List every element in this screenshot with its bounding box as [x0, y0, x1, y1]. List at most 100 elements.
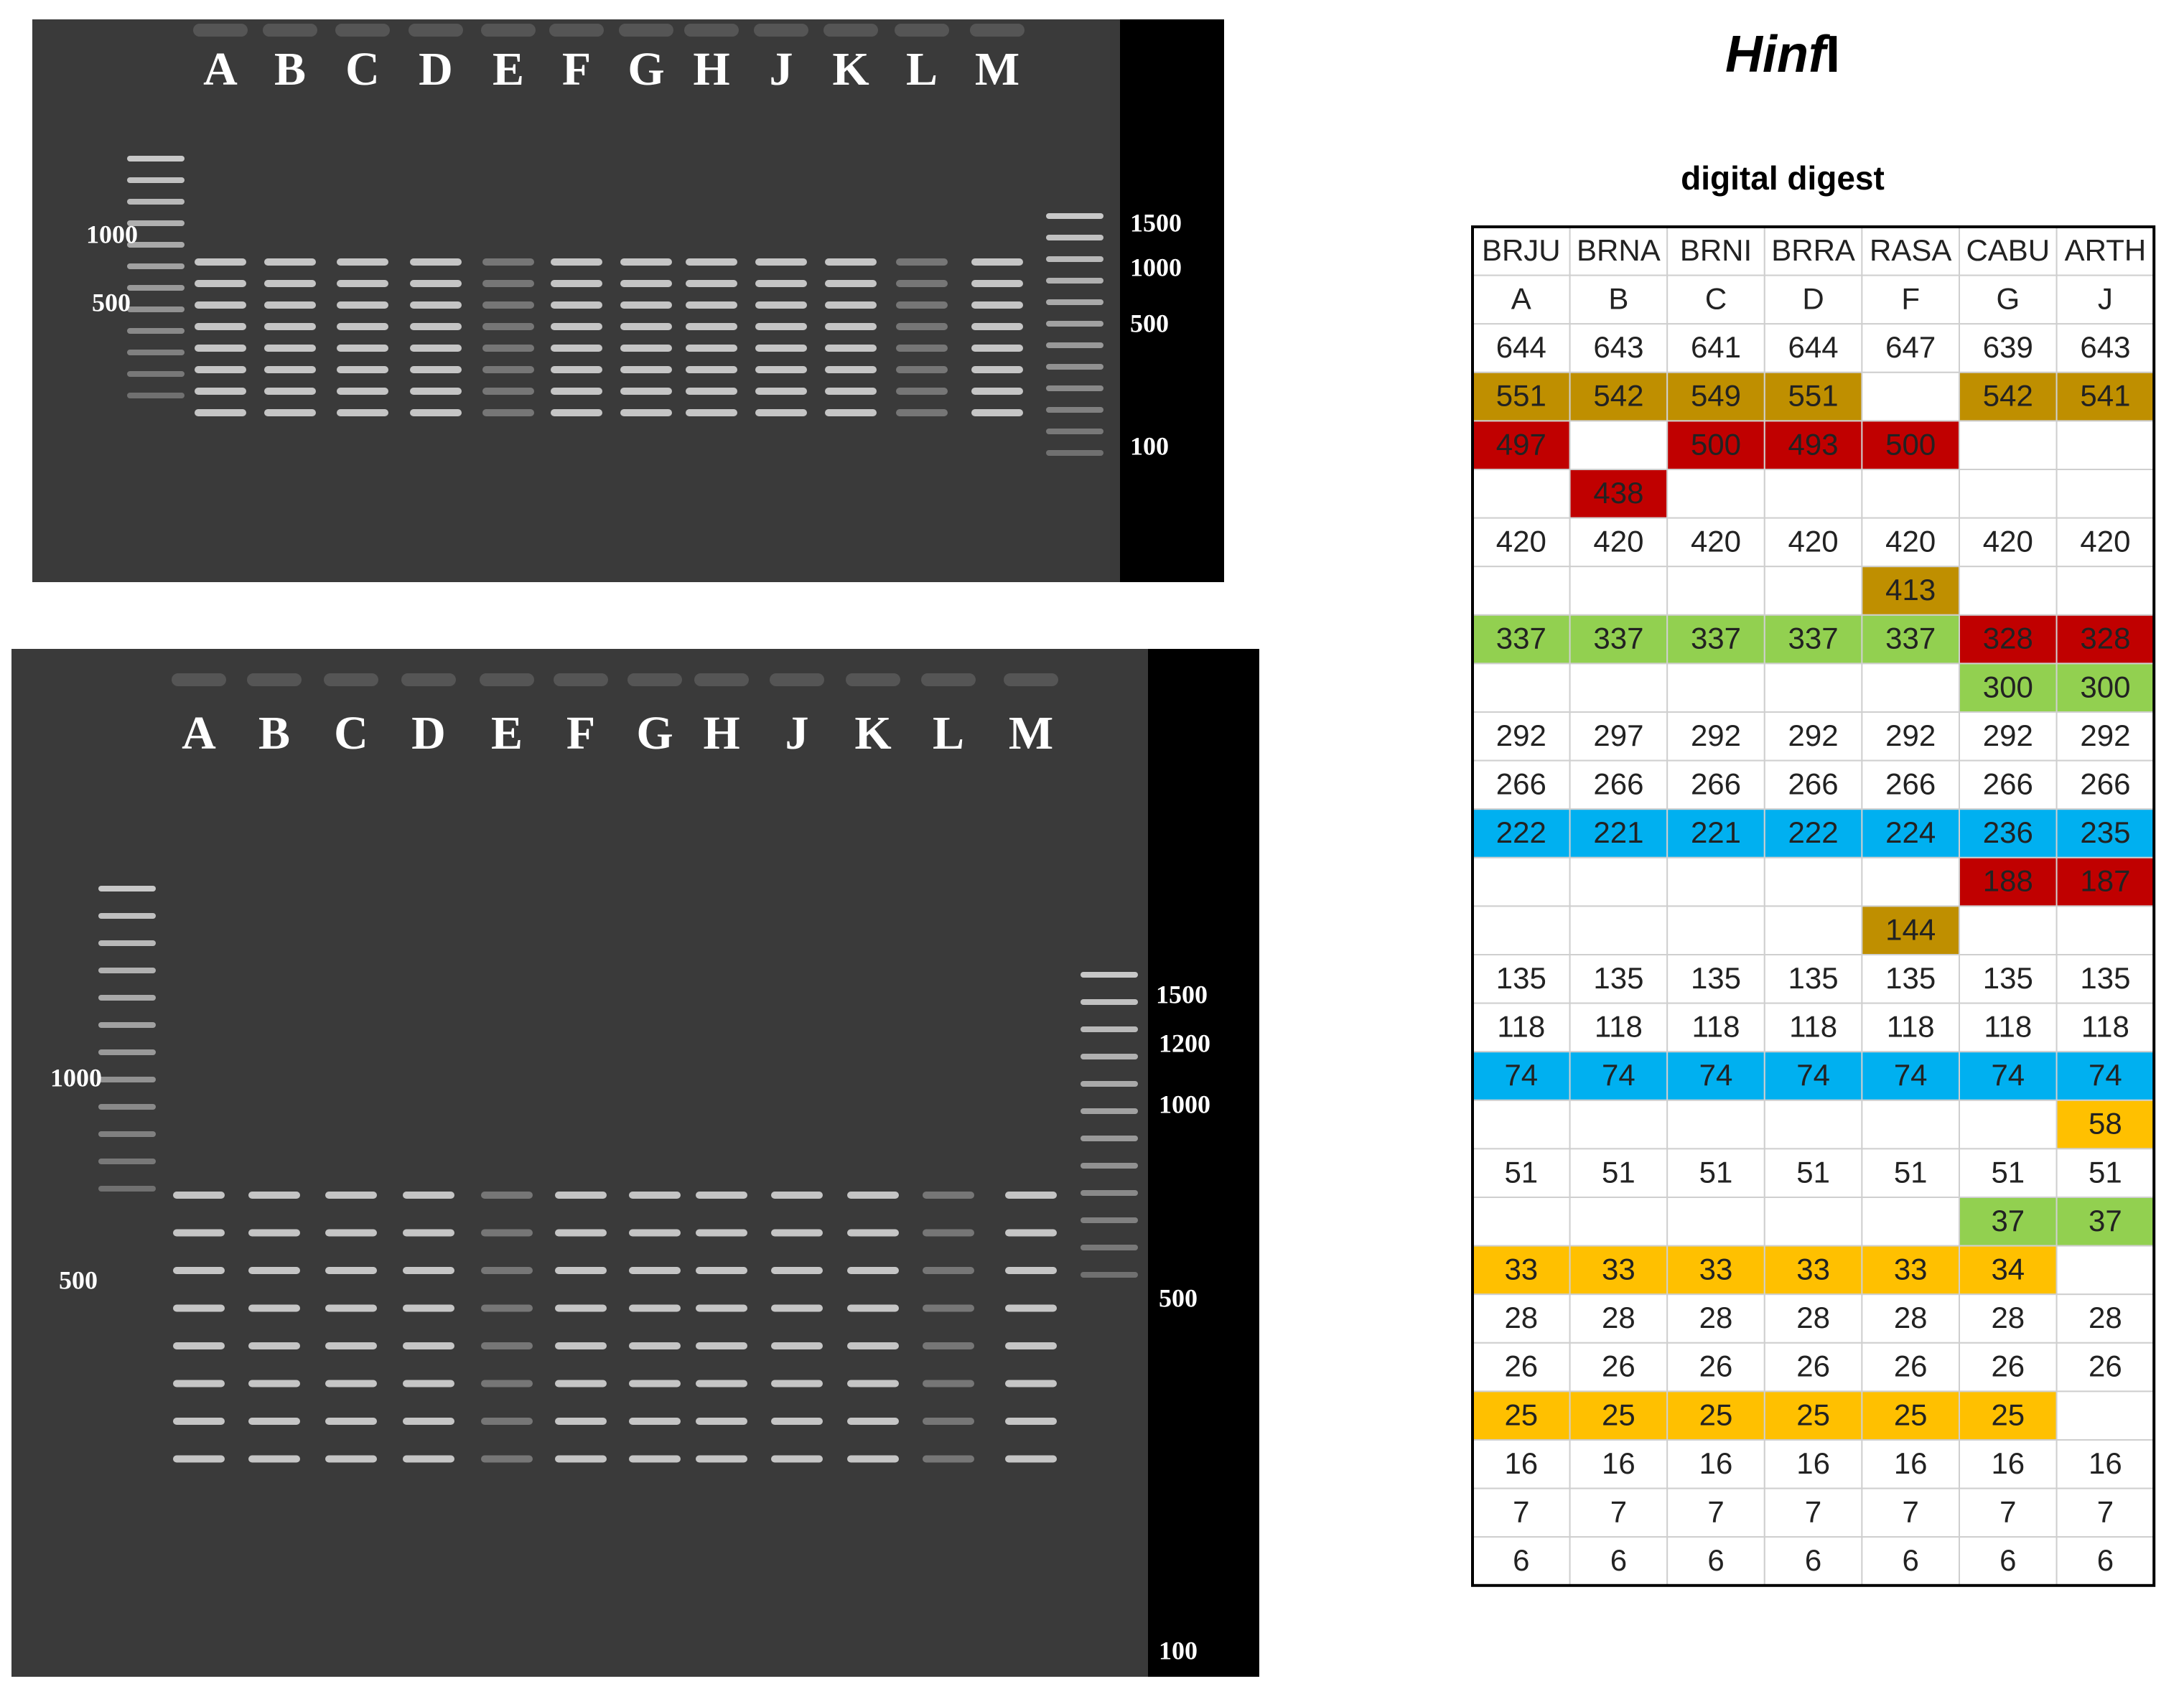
table-cell	[1569, 1099, 1669, 1150]
gel-well	[172, 673, 226, 686]
sample-band	[551, 301, 602, 309]
cell-text: 28	[1504, 1301, 1538, 1334]
sample-band	[755, 258, 807, 266]
sample-band	[264, 280, 316, 287]
sample-band	[696, 1418, 747, 1425]
cell-text: 493	[1788, 427, 1839, 461]
table-cell	[1861, 517, 1960, 568]
left-marker-label: 500	[92, 288, 131, 317]
sample-band	[481, 1229, 533, 1237]
cell-text: 74	[2089, 1058, 2122, 1092]
table-cell	[1861, 808, 1960, 858]
table-cell	[1472, 905, 1571, 956]
sample-band	[1005, 1455, 1057, 1463]
sample-band	[264, 409, 316, 416]
sample-band	[325, 1418, 377, 1425]
ladder-band	[1081, 1245, 1138, 1250]
table-cell	[1959, 1390, 2058, 1441]
sample-band	[403, 1380, 454, 1388]
cell-text: 641	[1691, 330, 1741, 364]
ladder-band	[1046, 385, 1103, 391]
right-marker-label: 1500	[1130, 208, 1182, 237]
table-cell	[2055, 1051, 2155, 1101]
table-cell	[1959, 759, 2058, 810]
cell-text: 74	[1699, 1058, 1733, 1092]
table-cell	[1763, 1245, 1863, 1296]
sample-band	[173, 1304, 225, 1312]
table-cell	[1666, 371, 1765, 422]
title-italic: Hinf	[1725, 26, 1830, 83]
sample-band	[481, 1418, 533, 1425]
cell-text: 6	[1610, 1543, 1627, 1577]
sample-band	[847, 1418, 899, 1425]
lane-label: K	[832, 43, 869, 95]
cell-text: 541	[2080, 379, 2130, 413]
sample-band	[248, 1304, 300, 1312]
title-plain: I	[1826, 26, 1840, 83]
sample-band	[686, 409, 737, 416]
sample-band	[696, 1192, 747, 1199]
cell-text: 551	[1496, 379, 1546, 413]
table-cell	[1861, 469, 1960, 519]
cell-text: 266	[1885, 767, 1936, 800]
table-cell	[1861, 856, 1960, 907]
cell-text: 643	[1593, 330, 1643, 364]
table-cell	[1763, 1099, 1863, 1150]
table-cell	[2055, 1245, 2155, 1296]
cell-text: 28	[1699, 1301, 1733, 1334]
ladder-band	[1046, 278, 1103, 284]
sample-band	[896, 366, 948, 373]
sample-band	[825, 258, 877, 266]
sample-band	[555, 1380, 607, 1388]
cell-text: 135	[1691, 961, 1741, 995]
sample-band	[337, 388, 388, 395]
sample-band	[629, 1342, 681, 1349]
sample-band	[923, 1304, 974, 1312]
ladder-band	[98, 1186, 156, 1192]
cell-text: A	[1511, 281, 1531, 315]
table-cell	[1569, 420, 1669, 471]
table-cell	[1569, 1536, 1669, 1586]
sample-band	[696, 1267, 747, 1274]
ladder-band	[98, 1049, 156, 1055]
table-cell	[1569, 566, 1669, 616]
cell-text: 549	[1691, 379, 1741, 413]
cell-text: 266	[2080, 767, 2130, 800]
sample-band	[325, 1304, 377, 1312]
sample-band	[555, 1229, 607, 1237]
sample-band	[482, 388, 534, 395]
sample-band	[896, 345, 948, 352]
cell-text: 135	[1496, 961, 1546, 995]
sample-band	[325, 1455, 377, 1463]
cell-text: 6	[1707, 1543, 1724, 1577]
ladder-band	[1046, 213, 1103, 219]
cell-text: 328	[1983, 622, 2033, 655]
ladder-band	[98, 1022, 156, 1028]
sample-band	[248, 1192, 300, 1199]
cell-text: 28	[1796, 1301, 1830, 1334]
right-marker-label: 500	[1130, 309, 1169, 337]
gel-well	[895, 24, 949, 37]
sample-band	[325, 1380, 377, 1388]
cell-text: 118	[1984, 1009, 2032, 1043]
right-marker-label: 100	[1159, 1636, 1198, 1665]
cell-text: 16	[1602, 1446, 1635, 1480]
sample-band	[173, 1192, 225, 1199]
sample-band	[195, 409, 246, 416]
sample-band	[325, 1229, 377, 1237]
sample-band	[686, 323, 737, 330]
cell-text: 300	[2080, 670, 2130, 703]
table-cell	[1959, 1439, 2058, 1489]
sample-band	[481, 1380, 533, 1388]
sample-band	[555, 1342, 607, 1349]
sample-band	[629, 1304, 681, 1312]
sample-band	[825, 301, 877, 309]
table-cell	[2055, 1148, 2155, 1199]
sample-band	[264, 366, 316, 373]
cell-text: 51	[1991, 1155, 2025, 1189]
left-marker-label: 500	[59, 1265, 98, 1294]
ladder-band	[127, 263, 185, 269]
sample-band	[629, 1229, 681, 1237]
sample-band	[325, 1342, 377, 1349]
table-cell	[1861, 1148, 1960, 1199]
